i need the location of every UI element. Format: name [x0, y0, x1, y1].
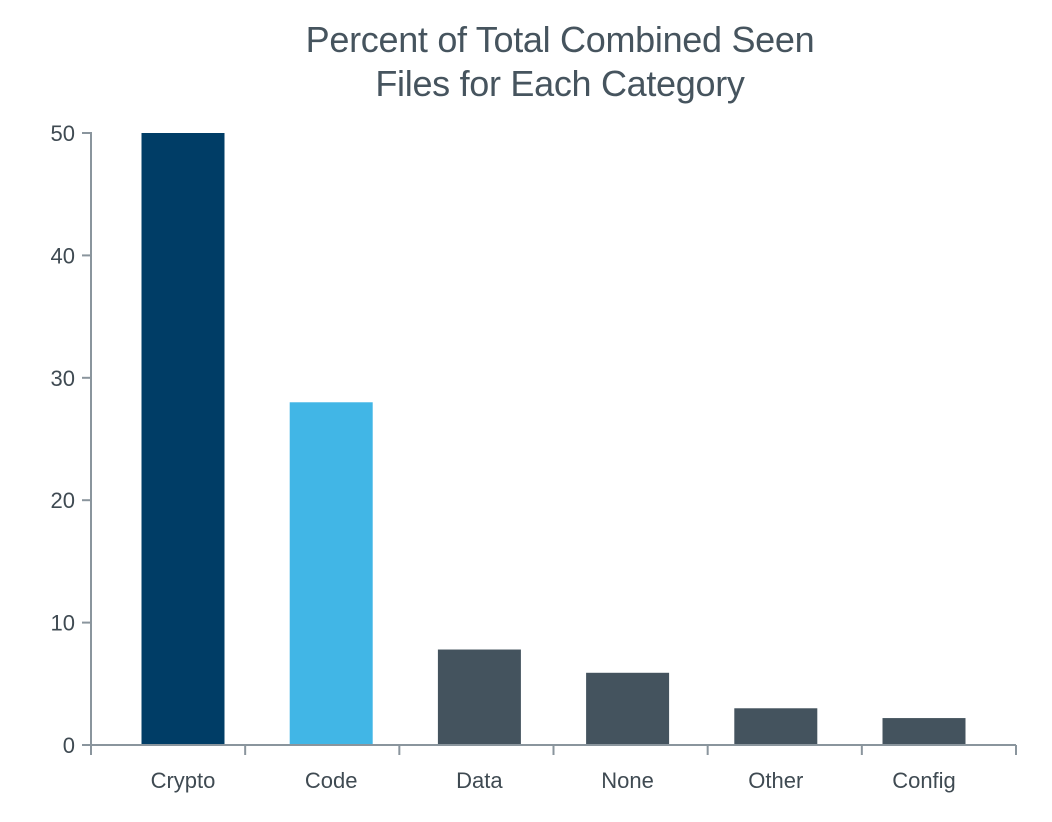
- y-tick-label-30: 30: [51, 366, 75, 391]
- bar-other: [734, 708, 818, 745]
- axes-layer: [82, 132, 1017, 755]
- bar-none: [586, 672, 670, 745]
- x-tick-label-code: Code: [305, 768, 358, 793]
- bar-crypto: [141, 133, 225, 745]
- chart-title-line-1: Percent of Total Combined Seen: [305, 19, 815, 60]
- chart-title: Percent of Total Combined Seen Files for…: [0, 18, 1052, 106]
- y-tick-label-0: 0: [63, 733, 75, 758]
- y-tick-label-40: 40: [51, 243, 75, 268]
- bar-config: [882, 718, 966, 745]
- x-tick-label-other: Other: [748, 768, 803, 793]
- x-tick-label-config: Config: [892, 768, 956, 793]
- x-tick-label-none: None: [601, 768, 654, 793]
- y-tick-label-50: 50: [51, 121, 75, 146]
- bar-code: [289, 402, 373, 745]
- labels-layer: 0 10 20 30 40 50 Crypto Code Data None Other Config: [51, 121, 956, 793]
- x-tick-label-crypto: Crypto: [151, 768, 216, 793]
- y-tick-label-10: 10: [51, 611, 75, 636]
- chart-title-line-2: Files for Each Category: [375, 63, 745, 104]
- bar-data: [437, 649, 521, 745]
- bars-layer: [141, 133, 966, 745]
- x-tick-label-data: Data: [456, 768, 503, 793]
- y-tick-label-20: 20: [51, 488, 75, 513]
